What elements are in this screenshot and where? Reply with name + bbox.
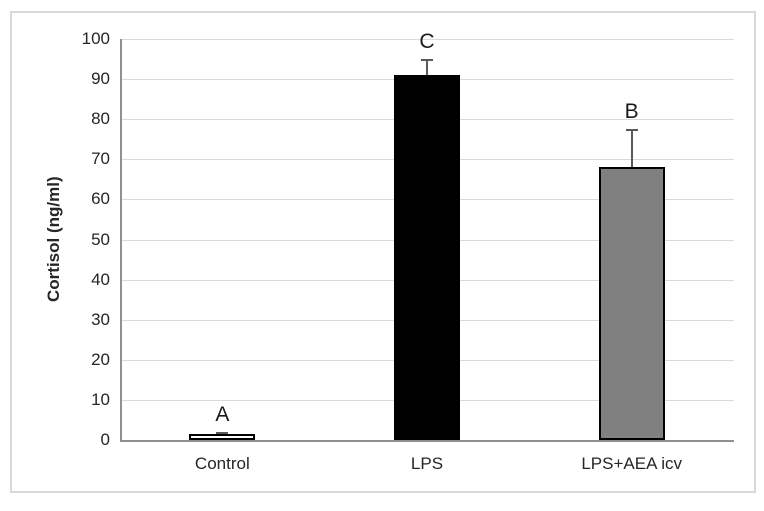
category-label-control: Control	[194, 454, 250, 473]
y-tick-label-0: 0	[100, 430, 110, 449]
y-tick-label-30: 30	[91, 309, 110, 329]
error-bar-cap	[625, 129, 638, 132]
y-tick-label-20: 20	[91, 349, 110, 369]
significance-letter-control: A	[215, 403, 230, 427]
error-bar-stem	[426, 59, 428, 76]
error-bar-lps	[421, 59, 433, 76]
bar-control	[189, 433, 256, 440]
error-bar-cap	[216, 432, 229, 435]
error-bar-cap	[421, 59, 433, 62]
category-label-lps-aea-icv: LPS+AEA icv	[581, 454, 682, 473]
error-bar-stem	[630, 129, 633, 168]
y-tick-label-10: 10	[91, 389, 110, 409]
bar-lps-aea-icv	[598, 167, 665, 440]
error-bar-control	[216, 432, 229, 435]
category-label-lps: LPS	[410, 454, 444, 473]
significance-letter-lps-aea-icv: B	[624, 100, 639, 124]
y-tick-label-60: 60	[91, 189, 110, 209]
y-tick-label-80: 80	[91, 109, 110, 129]
y-tick-label-100: 100	[81, 29, 110, 48]
x-axis-line	[120, 440, 734, 442]
y-tick-label-90: 90	[91, 69, 110, 89]
gridline-100	[120, 39, 734, 40]
significance-letter-lps: C	[419, 30, 435, 54]
bar-lps	[394, 75, 460, 440]
error-bar-lps-aea-icv	[625, 129, 638, 168]
y-axis-line	[120, 39, 122, 442]
y-axis-title: Cortisol (ng/ml)	[44, 176, 63, 303]
y-tick-label-40: 40	[91, 269, 110, 289]
y-tick-label-50: 50	[91, 229, 110, 249]
chart-frame: A C B 0 10 20 30 40 50 60 70 80 90 100 Control LPS LPS…	[10, 11, 756, 493]
y-tick-label-70: 70	[91, 149, 110, 169]
